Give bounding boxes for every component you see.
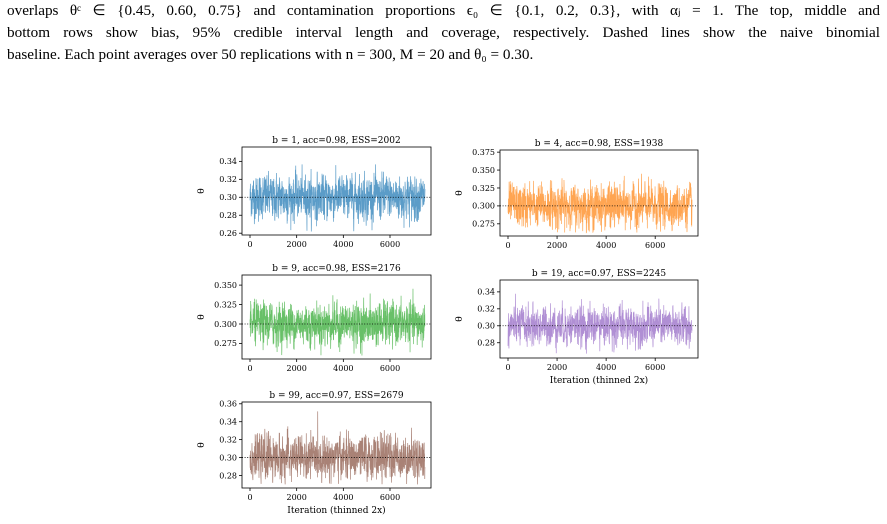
x-axis-label: Iteration (thinned 2x) [287, 505, 385, 516]
x-tick-label: 0 [505, 363, 510, 372]
x-tick-label: 4000 [596, 363, 616, 372]
axes-frame [499, 149, 699, 237]
axes-frame [499, 279, 699, 359]
trace-panel: 0.350 0.325 0.300 0.275 0 2000 4000 6000 b = 9, … [197, 264, 432, 373]
y-tick-label: 0.275 [472, 220, 495, 229]
y-tick-label: 0.32 [219, 435, 237, 444]
trace-line [507, 173, 693, 234]
x-tick-label: 6000 [380, 364, 400, 373]
y-tick-label: 0.34 [477, 288, 495, 297]
y-tick-label: 0.26 [219, 229, 237, 238]
y-axis-label: θ [455, 316, 465, 321]
y-axis-label: θ [197, 442, 207, 447]
panel-title: b = 9, acc=0.98, ESS=2176 [272, 264, 401, 274]
x-tick-label: 2000 [286, 364, 306, 373]
x-tick-label: 0 [505, 241, 510, 250]
caption-line: overlaps θᶜ ∈ {0.45, 0.60, 0.75} and con… [7, 2, 880, 19]
y-tick-label: 0.300 [472, 202, 495, 211]
y-tick-label: 0.350 [472, 166, 495, 175]
x-tick-label: 2000 [547, 363, 567, 372]
y-tick-label: 0.325 [214, 300, 237, 309]
x-tick-label: 6000 [645, 363, 665, 372]
x-tick-label: 2000 [286, 493, 306, 502]
y-tick-label: 0.350 [214, 281, 237, 290]
y-axis-label: θ [197, 314, 207, 319]
x-tick-label: 0 [247, 364, 252, 373]
axes-frame [241, 146, 432, 236]
y-tick-label: 0.300 [214, 320, 237, 329]
x-tick-label: 4000 [333, 364, 353, 373]
x-tick-label: 4000 [596, 241, 616, 250]
trace-panel: 0.36 0.34 0.32 0.30 0.28 0 2000 4000 6000 b = 99,… [197, 391, 432, 516]
x-tick-label: 4000 [333, 240, 353, 249]
panel-title: b = 4, acc=0.98, ESS=1938 [535, 139, 664, 149]
y-tick-label: 0.28 [219, 471, 237, 480]
y-tick-label: 0.375 [472, 148, 495, 157]
trace-line [249, 164, 426, 232]
y-tick-label: 0.30 [477, 322, 495, 331]
trace-panel: 0.34 0.32 0.30 0.28 0 2000 4000 6000 b = 19, acc… [455, 269, 699, 386]
trace-line [507, 293, 693, 354]
x-axis-label: Iteration (thinned 2x) [550, 375, 648, 386]
trace-panel: 0.34 0.32 0.30 0.28 0.26 0 2000 4000 6000 b = 1, … [197, 136, 432, 249]
trace-line [249, 288, 426, 356]
axes-frame [241, 401, 432, 489]
y-tick-label: 0.28 [477, 339, 495, 348]
x-tick-label: 0 [247, 493, 252, 502]
x-tick-label: 2000 [286, 240, 306, 249]
figure-caption: overlaps θᶜ ∈ {0.45, 0.60, 0.75} and con… [7, 0, 880, 66]
y-tick-label: 0.34 [219, 157, 237, 166]
y-tick-label: 0.34 [219, 418, 237, 427]
y-tick-label: 0.28 [219, 211, 237, 220]
x-tick-label: 6000 [380, 493, 400, 502]
caption-line: baseline. Each point averages over 50 re… [7, 46, 534, 63]
x-tick-label: 4000 [333, 493, 353, 502]
y-tick-label: 0.325 [472, 184, 495, 193]
x-tick-label: 2000 [547, 241, 567, 250]
y-axis-label: θ [455, 190, 465, 195]
axes-frame [241, 274, 432, 360]
x-tick-label: 6000 [645, 241, 665, 250]
trace-line [249, 411, 426, 485]
y-tick-label: 0.32 [219, 175, 237, 184]
x-tick-label: 0 [247, 240, 252, 249]
caption-line: bottom rows show bias, 95% credible inte… [7, 24, 880, 41]
x-tick-label: 6000 [380, 240, 400, 249]
panel-title: b = 19, acc=0.97, ESS=2245 [532, 269, 666, 279]
y-axis-label: θ [197, 188, 207, 193]
y-tick-label: 0.36 [219, 400, 237, 409]
y-tick-label: 0.30 [219, 193, 237, 202]
y-tick-label: 0.275 [214, 339, 237, 348]
y-tick-label: 0.30 [219, 453, 237, 462]
trace-panel: 0.375 0.350 0.325 0.300 0.275 0 2000 4000 6000 b … [455, 139, 699, 250]
y-tick-label: 0.32 [477, 305, 495, 314]
panel-title: b = 1, acc=0.98, ESS=2002 [272, 136, 400, 146]
panel-title: b = 99, acc=0.97, ESS=2679 [269, 391, 403, 401]
